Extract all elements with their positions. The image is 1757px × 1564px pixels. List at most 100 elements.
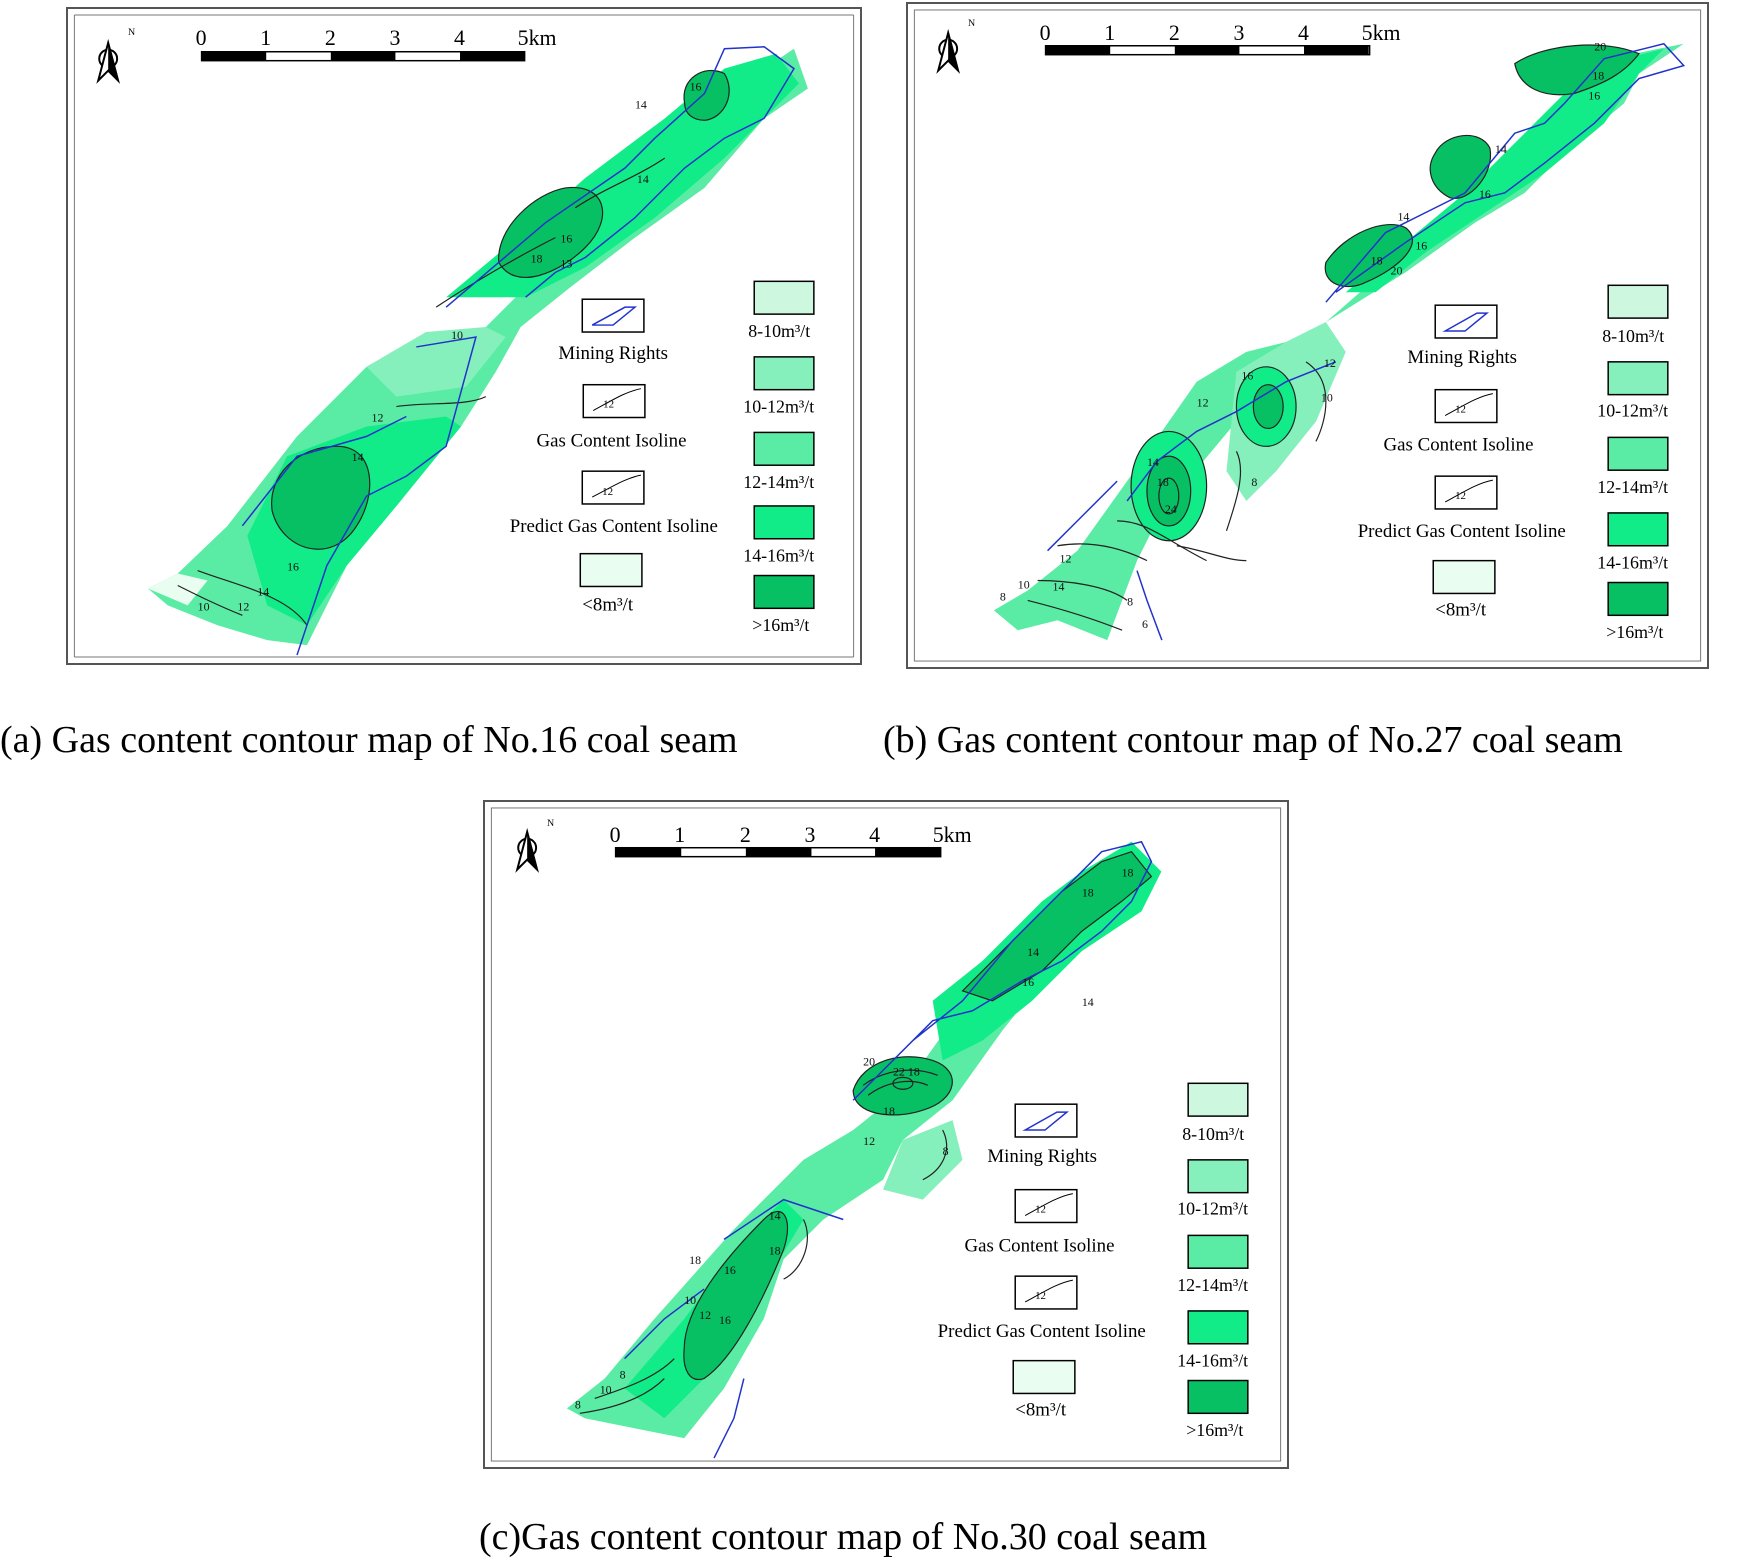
isoline-label: 8 [1251, 475, 1257, 489]
predict-isoline-icon [1024, 1279, 1073, 1303]
map-a-canvas: N 0 1 2 3 4 5km [73, 14, 855, 658]
legend-class-label: 12-14m³/t [1597, 477, 1668, 497]
legend-class-label: 8-10m³/t [748, 321, 810, 341]
legend-swatch [753, 280, 815, 315]
scale-tick-2: 2 [740, 823, 751, 847]
isoline-label: 18 [1592, 69, 1604, 83]
zone-ring-lower-inner [1146, 455, 1192, 527]
legend-class-label: 14-16m³/t [1597, 553, 1668, 573]
legend-predict-isoline: Predict Gas Content Isoline [1358, 521, 1566, 542]
north-arrow-icon [515, 827, 539, 873]
scale-bar: 0 1 2 3 4 5km [1040, 21, 1401, 56]
isoline-label: 6 [1142, 617, 1148, 631]
isoline-label: 18 [883, 1104, 895, 1118]
legend-lt8-swatch [579, 552, 643, 588]
zone-16-north [498, 186, 604, 279]
zone-16-top [683, 69, 730, 121]
isolines [177, 157, 666, 626]
isoline-label: 18 [908, 1064, 920, 1078]
legend-isoline: Gas Content Isoline [1384, 434, 1534, 455]
isoline-labels: 18 18 16 14 14 18 22 20 18 12 8 14 16 18… [575, 866, 1134, 1412]
isoline-icon [1444, 393, 1493, 416]
mining-rights-icon [1442, 312, 1490, 332]
legend-isoline: Gas Content Isoline [965, 1235, 1115, 1256]
contour-map-c: 18 18 16 14 14 18 22 20 18 12 8 14 16 18… [566, 840, 1162, 1459]
mining-rights-boundary [624, 840, 1153, 1459]
legend-mining-rights: Mining Rights [558, 343, 668, 364]
legend-class-label: 10-12m³/t [743, 397, 814, 417]
map-panel-b: N 0 1 2 3 4 5km [906, 2, 1709, 669]
isoline-label: 12 [1059, 552, 1071, 566]
scale-tick-4: 4 [869, 823, 880, 847]
scale-tick-1: 1 [260, 26, 271, 50]
scale-tick-2: 2 [1169, 21, 1180, 45]
isoline-label: 14 [1082, 995, 1094, 1009]
isoline-label: 16 [1022, 975, 1034, 989]
isoline-label: 12 [237, 599, 249, 613]
legend-class-label: 8-10m³/t [1182, 1124, 1244, 1144]
isoline-label: 20 [1390, 263, 1402, 277]
isoline-label: 18 [689, 1253, 701, 1267]
legend-swatch [753, 574, 815, 610]
legend-class-label: 12-14m³/t [743, 472, 814, 492]
scale-tick-5: 5km [933, 823, 972, 847]
isoline-label: 14 [1397, 210, 1409, 224]
legend-predict-symbol-value: 12 [1035, 1290, 1046, 1302]
isoline-label: 18 [1157, 475, 1169, 489]
legend-class-label: 10-12m³/t [1177, 1199, 1248, 1219]
caption-c: (c)Gas content contour map of No.30 coal… [479, 1516, 1208, 1558]
legend-isoline-symbol-value: 12 [1035, 1204, 1046, 1216]
map-b-canvas: N 0 1 2 3 4 5km [913, 9, 1702, 662]
north-label: N [128, 27, 135, 38]
isoline-label: 14 [1495, 142, 1507, 156]
scale-tick-3: 3 [804, 823, 815, 847]
caption-b: (b) Gas content contour map of No.27 coa… [883, 719, 1623, 761]
north-label: N [968, 18, 975, 29]
legend-isoline: Gas Content Isoline [537, 430, 687, 451]
mining-rights-icon [1022, 1111, 1070, 1131]
isoline-label: 14 [637, 172, 649, 186]
isoline-label: 12 [863, 1134, 875, 1148]
legend-swatch [753, 505, 815, 540]
legend-lt8: <8m³/t [1435, 599, 1487, 620]
legend-swatch [753, 431, 815, 466]
scale-tick-1: 1 [674, 823, 685, 847]
isoline-label: 8 [620, 1368, 626, 1382]
scale-tick-1: 1 [1104, 21, 1115, 45]
north-arrow-icon [96, 38, 121, 84]
legend-class-label: 14-16m³/t [1177, 1351, 1248, 1371]
scale-tick-4: 4 [454, 26, 465, 50]
legend-isoline-symbol-value: 12 [603, 399, 614, 411]
isoline-label: 8 [943, 1144, 949, 1158]
isoline-label: 14 [1053, 579, 1065, 593]
legend-symbols: Mining Rights 12 Gas Content Isoline 12 … [938, 1103, 1146, 1420]
isoline-label: 10 [1321, 391, 1333, 405]
legend-class-label: 12-14m³/t [1177, 1275, 1248, 1295]
legend-symbols: Mining Rights 12 Gas Content Isoline 12 … [1358, 304, 1566, 620]
isoline-label: 16 [719, 1313, 731, 1327]
contour-map-b: 20 18 16 14 14 16 18 20 16 12 10 16 14 1… [993, 40, 1686, 641]
isoline-label: 12 [1197, 396, 1209, 410]
isoline-label: 16 [560, 232, 572, 246]
isoline-label: 16 [1241, 369, 1253, 383]
isoline-label: 14 [635, 97, 647, 111]
isoline-label: 20 [863, 1054, 875, 1068]
zone-16-ring-upper-inner [1252, 384, 1284, 430]
mining-rights-boundary [241, 46, 795, 656]
map-c-canvas: N 0 1 2 3 4 5km [490, 807, 1282, 1462]
legend-class-label: >16m³/t [1606, 622, 1663, 642]
isoline-label: 8 [1000, 589, 1006, 603]
zone-16-mid [1429, 134, 1492, 199]
north-label: N [547, 818, 554, 829]
isoline-label: 18 [531, 251, 543, 265]
isoline-label: 16 [1588, 88, 1600, 102]
isoline-label: 13 [560, 256, 572, 270]
isoline-label: 14 [1027, 945, 1039, 959]
legend-mining-rights: Mining Rights [987, 1146, 1097, 1167]
isoline-label: 14 [352, 450, 364, 464]
legend-classes: 8-10m³/t 10-12m³/t 12-14m³/t 14-16m³/t >… [743, 280, 815, 635]
isoline-labels: 20 18 16 14 14 16 18 20 16 12 10 16 14 1… [1000, 40, 1606, 632]
scale-bar: 0 1 2 3 4 5km [610, 823, 972, 858]
map-panel-c: N 0 1 2 3 4 5km [483, 800, 1289, 1469]
caption-a: (a) Gas content contour map of No.16 coa… [0, 719, 738, 761]
